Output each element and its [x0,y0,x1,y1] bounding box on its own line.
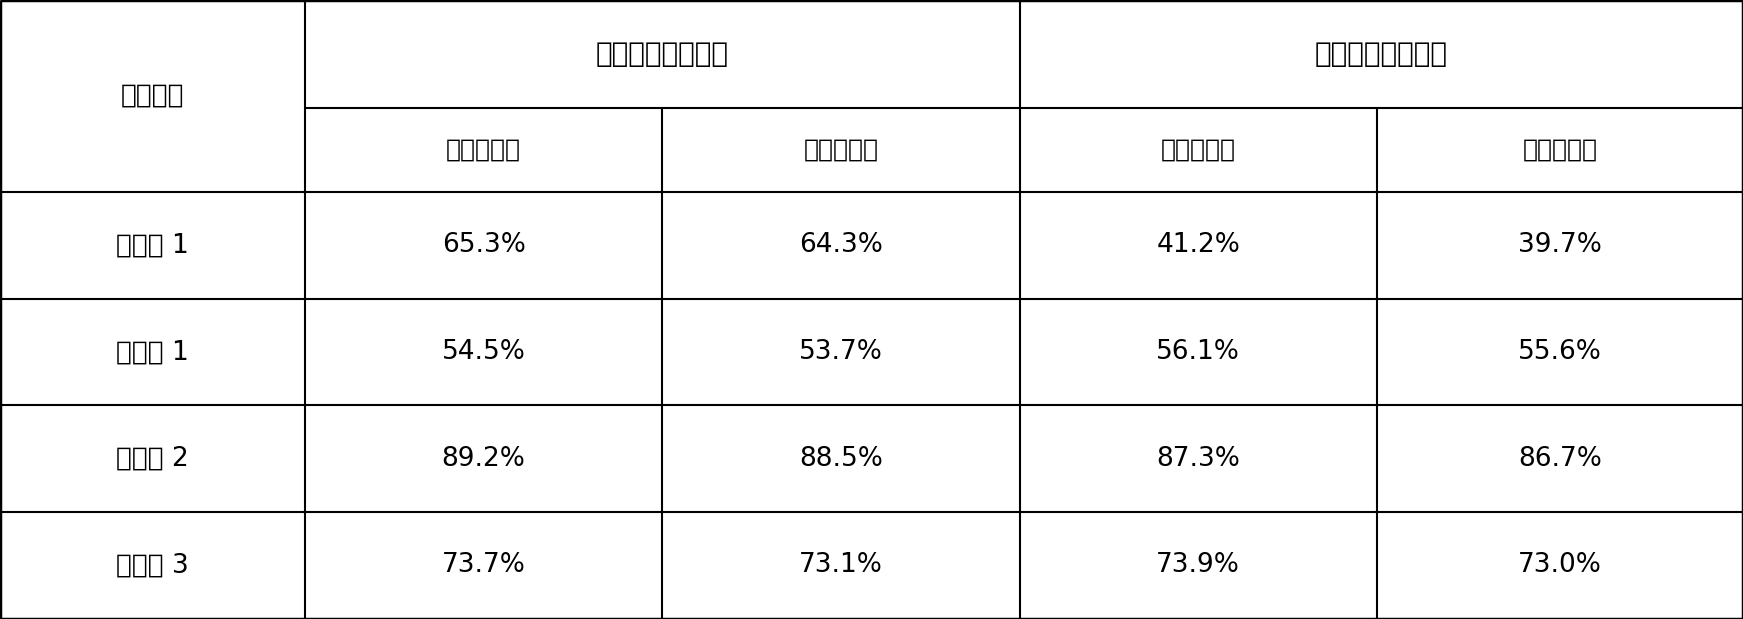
Text: 实施例 2: 实施例 2 [117,446,188,472]
Text: 73.7%: 73.7% [441,552,526,579]
Text: 64.3%: 64.3% [798,232,884,259]
Text: 实施例号: 实施例号 [120,83,185,109]
Text: 53.7%: 53.7% [798,339,884,365]
Text: 73.0%: 73.0% [1518,552,1602,579]
Text: 39.7%: 39.7% [1518,232,1602,259]
Text: 41.2%: 41.2% [1156,232,1241,259]
Text: 88.5%: 88.5% [798,446,884,472]
Text: 65.3%: 65.3% [441,232,526,259]
Text: 实施例 3: 实施例 3 [117,552,188,579]
Text: 乙炔转化率: 乙炔转化率 [1161,138,1236,162]
Text: 73.9%: 73.9% [1156,552,1241,579]
Text: 86.7%: 86.7% [1518,446,1602,472]
Text: 乙炔转化率: 乙炔转化率 [446,138,521,162]
Text: 反应开始第六小时: 反应开始第六小时 [1314,40,1448,68]
Text: 89.2%: 89.2% [441,446,526,472]
Text: 73.1%: 73.1% [798,552,884,579]
Text: 氯乙烯收率: 氯乙烯收率 [804,138,878,162]
Text: 55.6%: 55.6% [1518,339,1602,365]
Text: 实施例 1: 实施例 1 [117,339,188,365]
Text: 54.5%: 54.5% [441,339,526,365]
Text: 氯乙烯收率: 氯乙烯收率 [1522,138,1598,162]
Text: 对比例 1: 对比例 1 [117,232,188,259]
Text: 87.3%: 87.3% [1156,446,1241,472]
Text: 56.1%: 56.1% [1156,339,1241,365]
Text: 反应开始第一小时: 反应开始第一小时 [596,40,729,68]
